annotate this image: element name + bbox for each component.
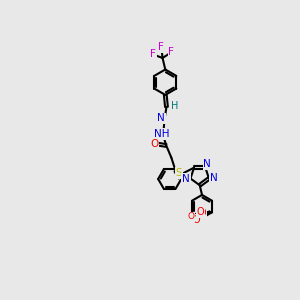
Text: H: H [171, 101, 178, 111]
Text: N: N [203, 159, 211, 169]
Text: O: O [197, 207, 204, 217]
Text: F: F [158, 42, 164, 52]
Text: O: O [188, 212, 195, 221]
Text: F: F [168, 47, 174, 57]
Text: O: O [198, 208, 206, 218]
Text: N: N [182, 174, 190, 184]
Text: NH: NH [154, 129, 170, 139]
Text: O: O [193, 215, 201, 225]
Text: S: S [176, 168, 182, 178]
Text: F: F [150, 50, 156, 59]
Text: O: O [188, 215, 194, 224]
Text: O: O [150, 139, 158, 149]
Text: N: N [210, 173, 218, 183]
Text: N: N [157, 113, 165, 124]
